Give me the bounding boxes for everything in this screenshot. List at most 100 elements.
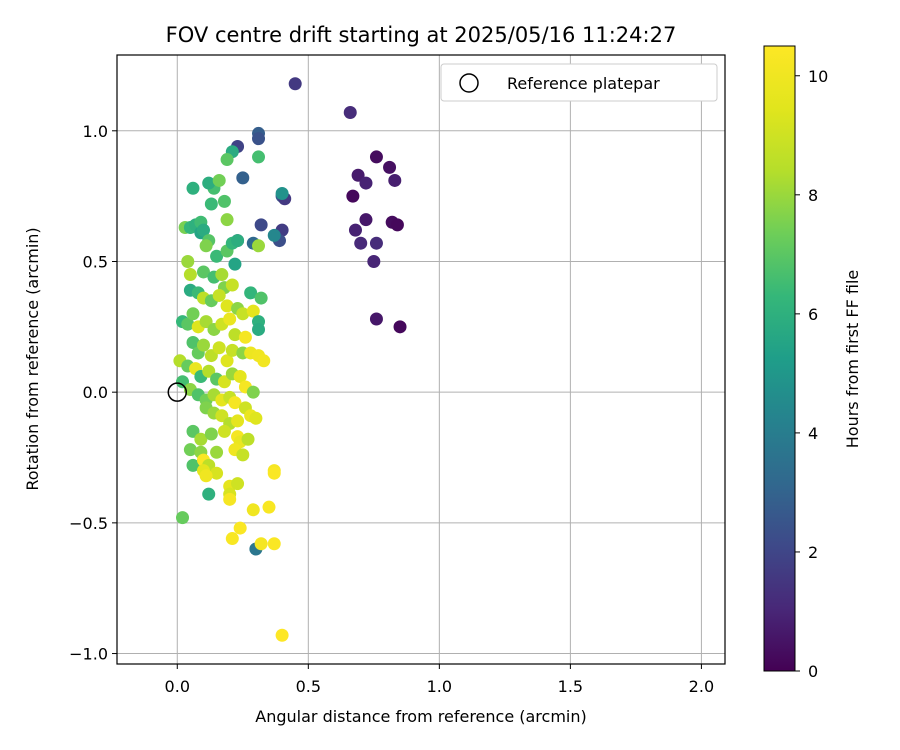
legend-marker-open-circle [459, 73, 479, 93]
legend-box [440, 63, 718, 102]
y-tick-label: −0.5 [69, 514, 108, 533]
data-point [346, 189, 360, 203]
chart-title: FOV centre drift starting at 2025/05/16 … [166, 23, 677, 47]
data-point [199, 239, 213, 253]
data-point [186, 307, 200, 321]
colorbar-tick-label: 4 [808, 424, 818, 443]
colorbar-gradient [763, 45, 796, 672]
data-point [210, 445, 224, 459]
data-point [228, 396, 242, 410]
legend-label: Reference platepar [507, 74, 660, 93]
data-point [252, 239, 266, 253]
data-point [252, 322, 266, 336]
data-point [359, 176, 373, 190]
data-point [202, 364, 216, 378]
data-point [196, 265, 210, 279]
y-tick-label: 0.0 [83, 383, 108, 402]
data-point [369, 236, 383, 250]
data-point [252, 132, 266, 146]
legend: Reference platepar [440, 63, 718, 102]
data-point [238, 330, 252, 344]
data-point [236, 448, 250, 462]
data-point [196, 223, 210, 237]
data-point [383, 160, 397, 174]
data-point [223, 312, 237, 326]
data-point [204, 349, 218, 363]
data-point [176, 511, 190, 525]
data-point [204, 197, 218, 211]
data-point [181, 317, 195, 331]
data-point [210, 466, 224, 480]
data-point [215, 268, 229, 282]
data-point [231, 477, 245, 491]
data-point [246, 385, 260, 399]
colorbar-label: Hours from first FF file [843, 270, 862, 449]
axes-frame [116, 54, 726, 665]
data-point [225, 343, 239, 357]
data-point [220, 354, 234, 368]
data-point [236, 171, 250, 185]
y-tick-label: −1.0 [69, 645, 108, 664]
data-point [217, 424, 231, 438]
data-point [233, 521, 247, 535]
data-point [354, 236, 368, 250]
data-point [199, 315, 213, 329]
data-point [267, 537, 281, 551]
x-axis-label: Angular distance from reference (arcmin) [255, 707, 586, 726]
data-point [225, 532, 239, 546]
data-point [194, 432, 208, 446]
y-axis-label: Rotation from reference (arcmin) [23, 227, 42, 490]
data-point [220, 299, 234, 313]
data-point [233, 369, 247, 383]
data-point [196, 338, 210, 352]
data-point [183, 268, 197, 282]
data-point [210, 249, 224, 263]
data-point [202, 487, 216, 501]
data-point [249, 411, 263, 425]
colorbar-tick-label: 8 [808, 186, 818, 205]
data-point [228, 328, 242, 342]
data-point [223, 492, 237, 506]
data-point [186, 458, 200, 472]
data-point [204, 427, 218, 441]
data-point [351, 168, 365, 182]
gridlines [117, 55, 725, 664]
plot-area: 0.0 0.5 1.0 1.5 2.0 −1.0 −0.5 0.0 0.5 1.0 [69, 54, 726, 696]
x-tick-label: 0.0 [165, 677, 190, 696]
data-point [343, 106, 357, 120]
colorbar-tick-label: 10 [808, 67, 828, 86]
data-point [254, 291, 268, 305]
data-point [246, 304, 260, 318]
data-point [181, 254, 195, 268]
data-point [220, 213, 234, 227]
data-point [186, 181, 200, 195]
data-point [217, 375, 231, 389]
data-point [388, 173, 402, 187]
y-axis-ticks: −1.0 −0.5 0.0 0.5 1.0 [69, 122, 117, 664]
data-point [199, 469, 213, 483]
data-point [348, 223, 362, 237]
data-point [228, 257, 242, 271]
data-point [236, 307, 250, 321]
data-point [252, 150, 266, 164]
data-point [393, 320, 407, 334]
data-point [246, 503, 260, 517]
data-point [275, 628, 289, 642]
colorbar-tick-label: 6 [808, 305, 818, 324]
x-tick-label: 1.0 [427, 677, 452, 696]
data-point [369, 312, 383, 326]
data-point [257, 354, 271, 368]
data-point [241, 432, 255, 446]
x-tick-label: 1.5 [558, 677, 583, 696]
data-point [369, 150, 383, 164]
data-point [390, 218, 404, 232]
colorbar-ticks: 0 2 4 6 8 10 [795, 67, 828, 681]
data-point [217, 194, 231, 208]
data-point [220, 153, 234, 167]
data-point [244, 286, 258, 300]
data-point [225, 278, 239, 292]
x-tick-label: 0.5 [296, 677, 321, 696]
data-point [212, 288, 226, 302]
x-tick-label: 2.0 [689, 677, 714, 696]
